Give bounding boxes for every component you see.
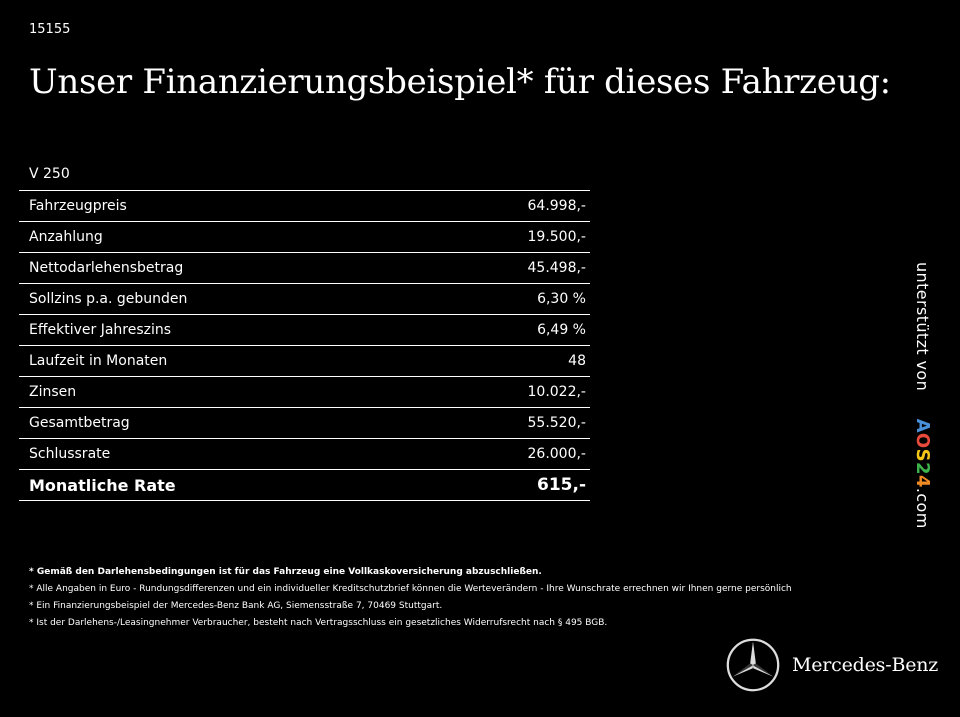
footnote: * Gemäß den Darlehensbedingungen ist für… xyxy=(29,567,542,577)
reference-number: 15155 xyxy=(29,22,71,37)
monthly-rate-label: Monatliche Rate xyxy=(29,475,176,495)
row-value: 45.498,- xyxy=(527,260,587,276)
monthly-rate-row: Monatliche Rate 615,- xyxy=(19,469,590,501)
brand-letter: O xyxy=(912,432,933,449)
footnotes: * Gemäß den Darlehensbedingungen ist für… xyxy=(29,564,792,632)
brand-letter: A xyxy=(912,418,933,433)
financing-table: Fahrzeugpreis 64.998,- Anzahlung 19.500,… xyxy=(19,190,590,501)
row-value: 6,30 % xyxy=(537,291,586,307)
mercedes-benz-wordmark: Mercedes-Benz xyxy=(792,654,939,676)
row-value: 10.022,- xyxy=(527,384,587,400)
row-value: 48 xyxy=(568,353,586,369)
brand-letter: 2 xyxy=(912,461,933,475)
table-row: Laufzeit in Monaten 48 xyxy=(19,345,590,376)
row-value: 55.520,- xyxy=(527,415,587,431)
row-label: Nettodarlehensbetrag xyxy=(29,260,184,276)
brand-letter: 4 xyxy=(912,474,933,488)
row-label: Laufzeit in Monaten xyxy=(29,353,168,369)
table-row: Sollzins p.a. gebunden 6,30 % xyxy=(19,283,590,314)
monthly-rate-value: 615,- xyxy=(537,475,586,495)
mercedes-benz-logo: Mercedes-Benz xyxy=(725,637,938,693)
row-label: Zinsen xyxy=(29,384,77,400)
row-value: 6,49 % xyxy=(537,322,586,338)
footnote: * Alle Angaben in Euro - Rundungsdiffere… xyxy=(29,584,792,594)
table-row: Fahrzeugpreis 64.998,- xyxy=(19,190,590,221)
mercedes-star-icon xyxy=(726,638,780,692)
table-row: Gesamtbetrag 55.520,- xyxy=(19,407,590,438)
row-label: Gesamtbetrag xyxy=(29,415,130,431)
table-row: Zinsen 10.022,- xyxy=(19,376,590,407)
brand-letter: S xyxy=(912,448,933,462)
row-label: Schlussrate xyxy=(29,446,111,462)
row-value: 64.998,- xyxy=(527,198,587,214)
footnote: * Ein Finanzierungsbeispiel der Mercedes… xyxy=(29,601,443,611)
page-title: Unser Finanzierungsbeispiel* für dieses … xyxy=(29,62,891,102)
table-row: Nettodarlehensbetrag 45.498,- xyxy=(19,252,590,283)
row-label: Sollzins p.a. gebunden xyxy=(29,291,188,307)
brand-suffix: .com xyxy=(913,487,932,529)
row-label: Fahrzeugpreis xyxy=(29,198,127,214)
table-row: Anzahlung 19.500,- xyxy=(19,221,590,252)
row-label: Anzahlung xyxy=(29,229,103,245)
row-value: 26.000,- xyxy=(527,446,587,462)
row-label: Effektiver Jahreszins xyxy=(29,322,172,338)
aos24-logo: AOS24 xyxy=(912,419,933,488)
footnote: * Ist der Darlehens-/Leasingnehmer Verbr… xyxy=(29,618,608,628)
row-value: 19.500,- xyxy=(527,229,587,245)
table-row: Schlussrate 26.000,- xyxy=(19,438,590,469)
table-row: Effektiver Jahreszins 6,49 % xyxy=(19,314,590,345)
vehicle-model: V 250 xyxy=(29,166,70,182)
supported-by-text: unterstützt von xyxy=(913,262,932,392)
supported-by-aos24: unterstützt von AOS24.com xyxy=(912,262,933,529)
